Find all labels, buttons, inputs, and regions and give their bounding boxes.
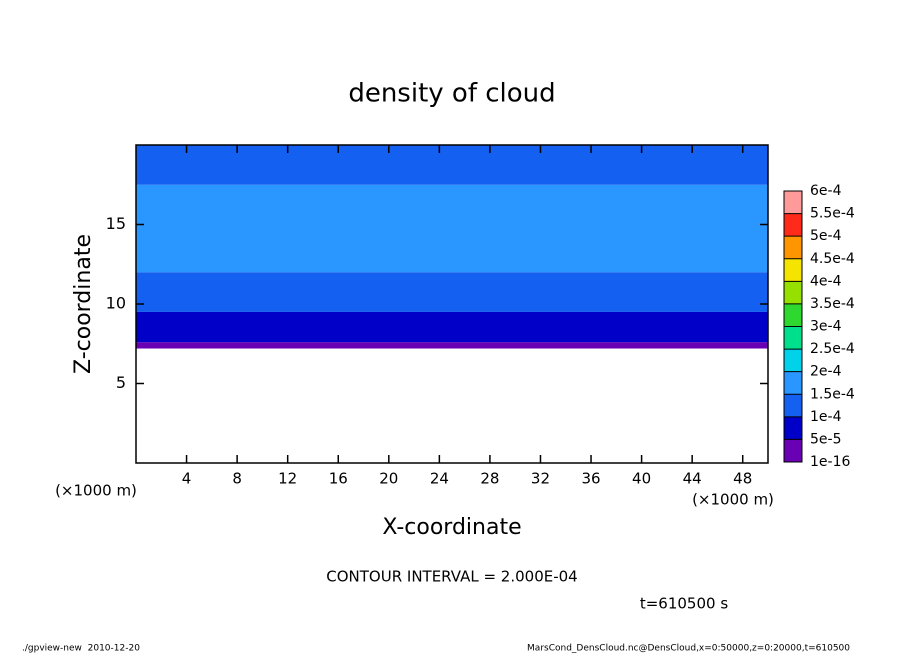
colorbar-box xyxy=(784,416,802,440)
y-unit: (×1000 m) xyxy=(55,482,137,500)
colorbar-label: 2e-4 xyxy=(810,364,842,380)
colorbar-label: 4e-4 xyxy=(810,273,842,289)
colorbar-box xyxy=(784,394,802,417)
colorbar-box xyxy=(784,303,802,327)
contour-band xyxy=(136,342,768,349)
x-tick-label: 44 xyxy=(683,470,702,488)
colorbar-label: 5.5e-4 xyxy=(810,206,855,222)
x-tick-label: 24 xyxy=(430,470,449,488)
footer-right: MarsCond_DensCloud.nc@DensCloud,x=0:5000… xyxy=(527,644,850,654)
colorbar-label: 6e-4 xyxy=(810,183,842,199)
x-unit: (×1000 m) xyxy=(692,491,774,509)
x-tick-label: 40 xyxy=(632,470,651,488)
contour-band xyxy=(136,184,768,273)
colorbar-label: 1.5e-4 xyxy=(810,386,855,402)
y-tick-label: 5 xyxy=(116,373,126,392)
colorbar-box xyxy=(784,326,802,350)
x-tick-label: 48 xyxy=(733,470,752,488)
colorbar-label: 2.5e-4 xyxy=(810,341,855,357)
colorbar-box xyxy=(784,281,802,304)
colorbar-box xyxy=(784,349,802,372)
chart-title: density of cloud xyxy=(348,79,555,109)
x-tick-label: 12 xyxy=(278,470,297,488)
colorbar-box xyxy=(784,258,802,282)
time-note: t=610500 s xyxy=(640,595,728,613)
contour-band xyxy=(136,311,768,343)
y-axis-label: Z-coordinate xyxy=(71,234,96,374)
colorbar-box xyxy=(784,371,802,395)
contour-note: CONTOUR INTERVAL = 2.000E-04 xyxy=(326,568,577,586)
x-tick-label: 16 xyxy=(329,470,348,488)
x-axis-label: X-coordinate xyxy=(382,515,521,540)
colorbar-label: 1e-4 xyxy=(810,409,842,425)
x-tick-label: 28 xyxy=(480,470,499,488)
x-tick-label: 32 xyxy=(531,470,550,488)
colorbar-box xyxy=(784,236,802,259)
colorbar-label: 4.5e-4 xyxy=(810,251,855,267)
colorbar-label: 5e-4 xyxy=(810,228,842,244)
colorbar-label: 5e-5 xyxy=(810,431,841,447)
colorbar-box xyxy=(784,191,802,214)
contour-band xyxy=(136,272,768,312)
colorbar-box xyxy=(784,439,802,462)
colorbar-box xyxy=(784,213,802,237)
contour-band xyxy=(136,145,768,185)
x-tick-label: 8 xyxy=(232,470,242,488)
colorbar-label: 3e-4 xyxy=(810,319,842,335)
x-tick-label: 4 xyxy=(182,470,192,488)
y-tick-label: 15 xyxy=(106,214,126,233)
x-tick-label: 36 xyxy=(581,470,600,488)
colorbar-label: 3.5e-4 xyxy=(810,296,855,312)
colorbar-label: 1e-16 xyxy=(810,454,850,470)
x-tick-label: 20 xyxy=(379,470,398,488)
footer-left: ./gpview-new 2010-12-20 xyxy=(22,644,140,654)
y-tick-label: 10 xyxy=(106,294,126,313)
